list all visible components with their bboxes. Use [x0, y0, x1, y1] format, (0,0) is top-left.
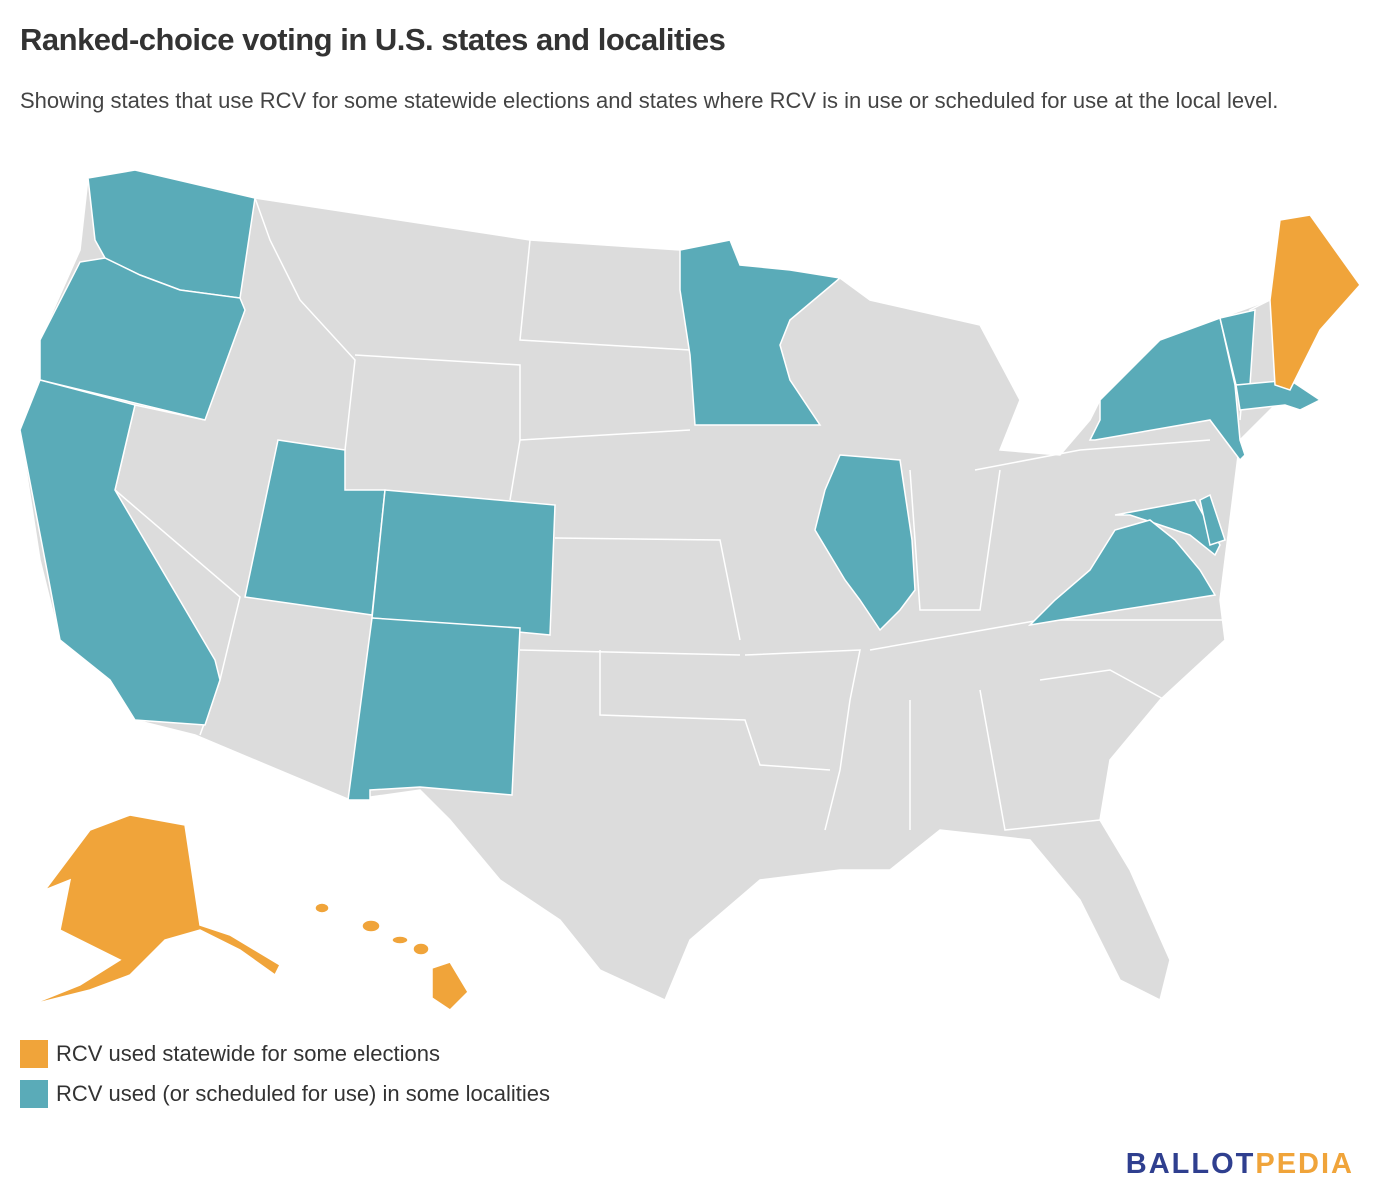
state	[347, 617, 521, 801]
logo: BALLOTPEDIA	[1126, 1148, 1354, 1181]
legend-label: RCV used (or scheduled for use) in some …	[56, 1081, 551, 1106]
state	[371, 489, 556, 636]
state	[431, 961, 469, 1011]
legend-swatch	[20, 1080, 48, 1108]
legend-item: RCV used statewide for some elections	[20, 1034, 550, 1074]
state-borders	[114, 197, 1271, 831]
legend-item: RCV used (or scheduled for use) in some …	[20, 1074, 550, 1114]
logo-second: PEDIA	[1255, 1148, 1354, 1180]
state	[314, 902, 330, 914]
title: Ranked-choice voting in U.S. states and …	[20, 22, 726, 57]
subtitle: Showing states that use RCV for some sta…	[20, 88, 1279, 113]
state	[412, 942, 430, 956]
state	[1199, 493, 1226, 546]
state	[19, 379, 221, 726]
state	[1027, 519, 1217, 627]
state	[39, 257, 246, 421]
lower-48-base	[19, 169, 1291, 1002]
state	[679, 239, 842, 426]
legend-swatch	[20, 1040, 48, 1068]
state	[29, 814, 281, 1006]
state	[1114, 499, 1221, 557]
state	[361, 919, 381, 933]
state	[814, 454, 916, 632]
state	[391, 935, 409, 945]
legend-label: RCV used statewide for some elections	[56, 1041, 440, 1066]
states	[19, 169, 1361, 1011]
logo-first: BALLOT	[1125, 1148, 1256, 1180]
state	[1269, 214, 1361, 391]
legend: RCV used statewide for some elections RC…	[20, 1034, 550, 1114]
